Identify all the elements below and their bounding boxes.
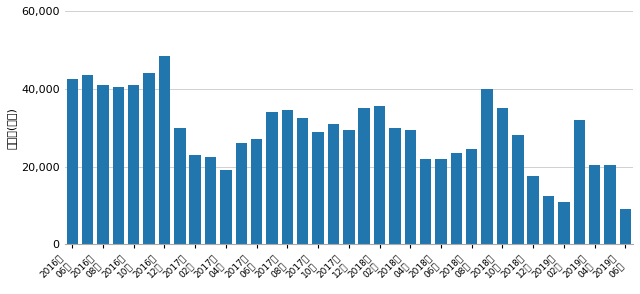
Y-axis label: 거래량(건수): 거래량(건수): [7, 107, 17, 148]
Bar: [266, 112, 278, 244]
Bar: [374, 106, 385, 244]
Bar: [389, 128, 401, 244]
Bar: [97, 85, 109, 244]
Bar: [558, 202, 570, 244]
Bar: [159, 56, 170, 244]
Bar: [481, 89, 493, 244]
Bar: [589, 165, 600, 244]
Bar: [512, 136, 524, 244]
Bar: [573, 120, 585, 244]
Bar: [404, 130, 416, 244]
Bar: [358, 108, 370, 244]
Bar: [312, 131, 324, 244]
Bar: [527, 176, 539, 244]
Bar: [497, 108, 508, 244]
Bar: [604, 165, 616, 244]
Bar: [451, 153, 462, 244]
Bar: [251, 139, 262, 244]
Bar: [543, 196, 554, 244]
Bar: [205, 157, 216, 244]
Bar: [82, 75, 93, 244]
Bar: [128, 85, 140, 244]
Bar: [328, 124, 339, 244]
Bar: [466, 149, 477, 244]
Bar: [420, 159, 431, 244]
Bar: [620, 209, 631, 244]
Bar: [282, 110, 293, 244]
Bar: [435, 159, 447, 244]
Bar: [343, 130, 355, 244]
Bar: [67, 79, 78, 244]
Bar: [189, 155, 201, 244]
Bar: [113, 87, 124, 244]
Bar: [143, 73, 155, 244]
Bar: [236, 143, 247, 244]
Bar: [174, 128, 186, 244]
Bar: [220, 171, 232, 244]
Bar: [297, 118, 308, 244]
